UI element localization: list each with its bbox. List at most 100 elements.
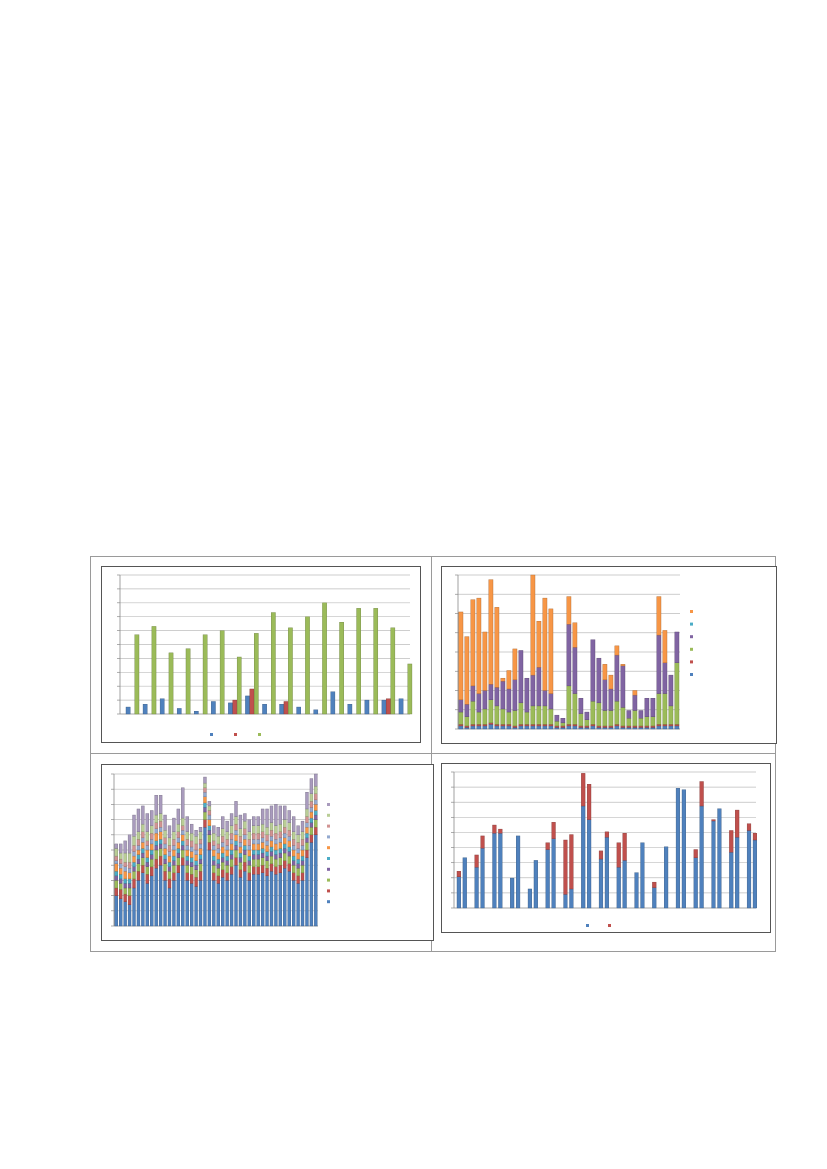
chart1-bar [134,634,140,715]
chart3-bar-segment [212,833,216,842]
chart3-bar-segment [305,808,309,817]
chart3-bar-segment [158,839,163,845]
chart1-bar [125,706,131,715]
chart3-bar-segment [260,848,265,854]
chart2-bar-segment [500,708,506,725]
chart3-bar-segment [198,871,203,881]
chart3-bar-segment [300,845,305,851]
chart3-bar-segment [194,860,198,866]
chart4-bar-segment [616,866,621,909]
chart3-bar-segment [234,816,238,825]
chart3-bar-segment [300,831,305,840]
chart3-bar-segment [176,864,181,873]
chart3-bar-segment [185,849,189,857]
chart2-bar-segment [530,674,536,707]
chart2-bar-segment [530,725,536,730]
chart3-bar-segment [127,861,132,869]
chart4-bar-segment [640,842,645,909]
chart3-bar-segment [154,840,158,846]
chart2-bar-segment [536,705,542,725]
chart3-bar-segment [181,864,185,927]
chart2-bar-segment [578,713,584,727]
chart3-bar-segment [203,807,207,813]
chart2-legend-marker [690,610,693,613]
chart3-bar-segment [150,854,154,860]
chart2-bar-segment [572,725,578,730]
chart2-bar-segment [494,687,500,707]
chart2-bar-segment [548,724,554,727]
chart3-bar-segment [198,843,203,849]
chart3-bar-segment [119,878,123,884]
chart3-bar-segment [136,854,141,860]
chart3-bar-segment [181,825,185,831]
chart2-bar-segment [614,701,620,725]
chart3-bar-segment [189,866,194,875]
chart3-bar-segment [225,855,229,861]
chart3-bar-segment [238,842,243,848]
chart2-bar-segment [500,724,506,727]
chart1-bar [254,633,259,715]
chart2-bar-segment [632,694,638,711]
chart3-bar-segment [274,854,278,860]
chart3-bar-segment [114,843,118,849]
chart3-bar-segment [119,898,123,927]
chart2-bar-segment [524,724,530,727]
chart3-bar-segment [300,860,305,866]
chart3-bar-segment [181,857,185,866]
chart4-bar-segment [581,805,586,909]
chart3-bar-segment [283,868,287,927]
chart3-bar-segment [127,872,132,880]
chart3-bar-segment [309,793,314,802]
chart3-bar-segment [172,845,176,851]
chart2-bar-segment [644,716,650,727]
chart4-bar-segment [664,846,669,909]
chart2-bar-segment [620,725,626,728]
chart3-bar-segment [287,855,291,864]
chart2-bar-segment [674,724,680,727]
chart4-bar-segment [569,834,574,890]
chart3-bar-segment [309,778,314,794]
chart3-bar-segment [229,858,234,867]
chart3-bar-segment [229,854,234,860]
chart3-bar-segment [185,831,189,840]
chart3-bar-segment [291,860,296,866]
chart3-bar-segment [119,883,123,890]
chart3-bar-segment [154,822,158,829]
chart3-legend-marker [327,835,330,839]
chart1-bar [211,701,216,715]
chart3-bar-segment [167,861,172,867]
chart3-bar-segment [150,833,154,840]
chart3-bar-segment [260,852,265,858]
chart3-bar-segment [229,825,234,834]
chart3-bar-segment [176,823,181,832]
chart2-bar-segment [482,708,488,725]
chart3-bar-segment [238,814,243,829]
chart3-bar-segment [132,871,136,880]
chart2-bar-segment [668,724,674,727]
chart3-bar-segment [185,860,189,866]
chart2-bar-segment [578,725,584,728]
chart2-bar-segment [674,631,680,663]
chart3-bar-segment [198,848,203,855]
chart3-bar-segment [314,819,318,828]
chart4-bar-segment [693,849,698,858]
chart4-bar-segment [456,876,461,909]
chart3-bar-segment [274,825,278,834]
chart3-bar-segment [172,872,176,881]
chart3-bar-segment [274,804,278,826]
chart3-bar-segment [225,849,229,857]
chart3-bar-segment [234,857,238,866]
chart1-bar [194,711,199,715]
chart3-bar-segment [189,857,194,863]
chart2-bar-segment [662,693,668,725]
chart4-bar-segment [480,835,485,849]
chart1-legend-marker [234,733,237,736]
chart3-bar-segment [274,866,278,875]
chart2-bar-segment [602,725,608,728]
chart4-bar-segment [545,849,550,909]
chart2-bar-segment [578,697,584,714]
chart3-bar-segment [269,830,274,837]
chart3-bar-segment [136,845,141,851]
chart3-bar-segment [185,816,189,832]
chart3-bar-segment [256,866,260,875]
